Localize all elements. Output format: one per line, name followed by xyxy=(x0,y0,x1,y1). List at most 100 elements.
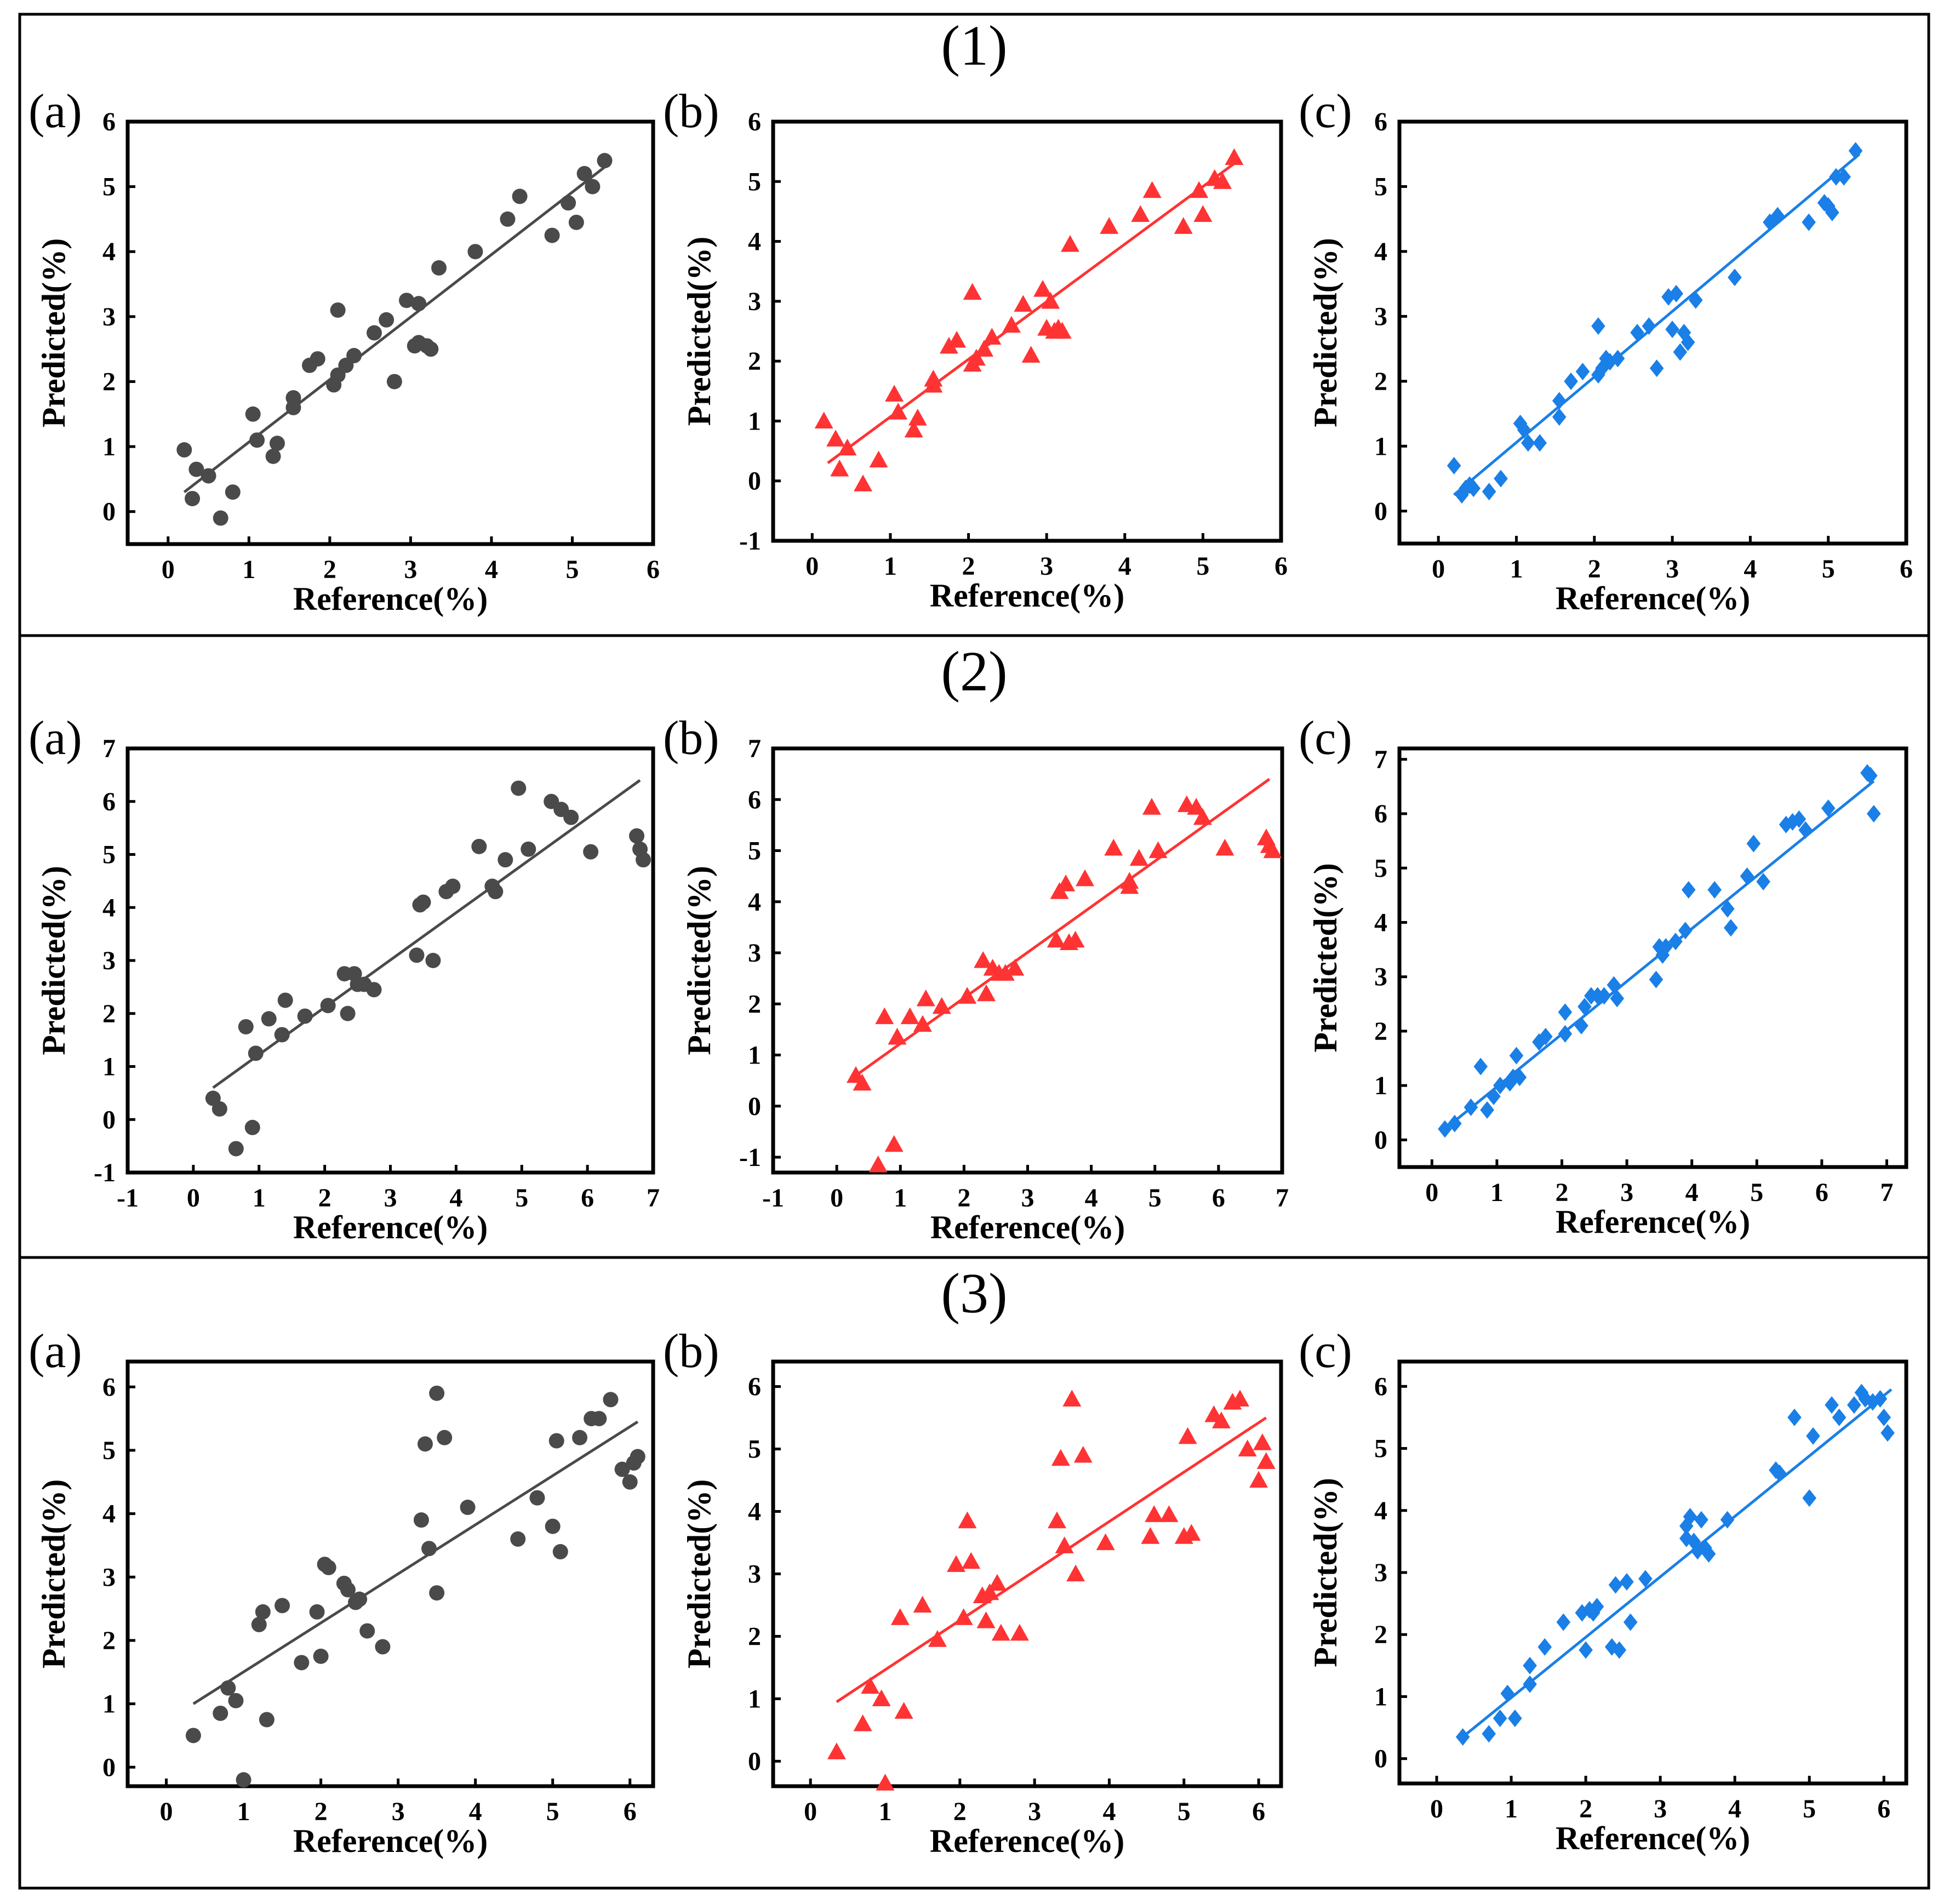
data-point xyxy=(310,351,325,367)
y-tick-label: 6 xyxy=(748,107,761,136)
data-point xyxy=(176,442,192,458)
x-tick-label: 5 xyxy=(1196,552,1209,581)
data-point xyxy=(1500,1684,1515,1702)
x-tick-label: 0 xyxy=(830,1183,843,1213)
data-point xyxy=(1763,213,1777,231)
panel-3-a: (a) 0 1 2 3 4 5 6 0 1 2 3 4 5 6 Reference(%) Predicted(%… xyxy=(28,1325,655,1859)
x-tick-label: 2 xyxy=(962,552,975,581)
data-point xyxy=(1740,867,1754,885)
data-point xyxy=(1066,1564,1085,1582)
data-point xyxy=(1523,1656,1537,1674)
data-point xyxy=(498,852,513,868)
x-axis-label: Reference(%) xyxy=(293,1209,488,1245)
y-tick-label: 5 xyxy=(1374,172,1387,201)
x-axis-label: Reference(%) xyxy=(930,1209,1125,1245)
data-point xyxy=(411,296,427,312)
data-point xyxy=(1174,217,1193,234)
data-point xyxy=(1142,798,1161,815)
data-point xyxy=(1056,874,1076,891)
y-tick-label: 6 xyxy=(1374,799,1387,828)
data-point xyxy=(1493,1709,1507,1728)
panel-letter: (a) xyxy=(28,1325,82,1378)
data-point xyxy=(545,1518,561,1534)
y-tick-label: 4 xyxy=(102,237,116,266)
data-point xyxy=(1668,933,1683,951)
data-point xyxy=(529,1490,545,1506)
data-point xyxy=(1610,350,1625,368)
data-point xyxy=(228,1693,244,1708)
data-point xyxy=(1701,1545,1716,1563)
data-point xyxy=(1493,1077,1507,1095)
data-point xyxy=(285,399,301,415)
data-point xyxy=(1532,1033,1546,1051)
data-point xyxy=(1591,317,1605,335)
x-tick-label: 5 xyxy=(565,555,579,584)
x-tick-label: -1 xyxy=(117,1183,139,1213)
data-point xyxy=(876,1774,895,1791)
x-tick-label: 6 xyxy=(1877,1794,1890,1823)
y-tick-label: 4 xyxy=(748,888,761,917)
y-tick-label: 3 xyxy=(102,302,116,331)
data-point xyxy=(1096,1533,1115,1551)
data-point xyxy=(1806,1427,1820,1445)
plot-frame xyxy=(125,119,655,546)
data-point xyxy=(548,1433,564,1449)
data-point xyxy=(1669,284,1683,302)
data-point xyxy=(1877,1408,1891,1426)
data-point xyxy=(1608,1576,1623,1594)
y-tick-label: 1 xyxy=(748,1684,761,1713)
data-point xyxy=(980,1583,999,1600)
data-point xyxy=(629,828,645,844)
data-point xyxy=(1604,1638,1619,1656)
data-point xyxy=(1073,1445,1093,1463)
y-tick-label: 7 xyxy=(102,734,116,763)
data-point xyxy=(330,302,346,318)
y-tick-label: 4 xyxy=(748,1497,761,1526)
data-point xyxy=(827,1742,846,1759)
data-point xyxy=(297,1008,313,1024)
data-point xyxy=(885,385,904,402)
data-point xyxy=(1677,324,1691,341)
data-point xyxy=(1746,834,1761,853)
data-point xyxy=(238,1019,254,1034)
data-point xyxy=(1238,1439,1257,1457)
y-tick-label: 1 xyxy=(1374,432,1387,461)
data-point xyxy=(445,878,461,894)
data-point xyxy=(1575,363,1590,381)
data-point xyxy=(1517,421,1531,439)
data-point xyxy=(946,1555,965,1573)
panel-1-c: (c) 0 1 2 3 4 5 6 0 1 2 3 4 5 6 Reference(%) Predicted(%… xyxy=(1299,85,1913,616)
x-tick-label: -1 xyxy=(762,1183,784,1213)
y-tick-label: 5 xyxy=(102,1436,116,1465)
data-point xyxy=(429,1385,445,1401)
data-point xyxy=(471,838,487,854)
y-tick-label: -1 xyxy=(739,1143,761,1172)
data-point xyxy=(415,894,431,910)
data-point xyxy=(884,1135,904,1152)
y-axis-label: Predicted(%) xyxy=(1307,863,1344,1052)
data-point xyxy=(1129,849,1148,866)
x-tick-label: 6 xyxy=(647,555,660,584)
data-point xyxy=(1508,1709,1522,1728)
data-point xyxy=(274,1027,290,1043)
y-tick-label: 1 xyxy=(748,407,761,436)
data-point xyxy=(585,179,601,195)
data-point xyxy=(838,438,857,456)
data-point xyxy=(1100,217,1119,234)
data-point xyxy=(245,406,261,422)
data-point xyxy=(1681,333,1695,351)
y-axis-label: Predicted(%) xyxy=(681,237,717,426)
y-tick-label: 6 xyxy=(102,787,116,816)
x-tick-label: 1 xyxy=(1505,1794,1518,1823)
y-tick-label: 3 xyxy=(748,1560,761,1589)
data-point xyxy=(1256,1452,1276,1469)
data-point xyxy=(1649,970,1664,988)
x-tick-label: 4 xyxy=(1685,1178,1699,1207)
x-tick-label: 3 xyxy=(1666,554,1679,584)
data-point xyxy=(1231,1390,1250,1406)
data-point xyxy=(826,430,845,447)
data-point xyxy=(814,411,833,429)
panel-2-c: (c) 0 1 2 3 4 5 6 7 0 1 2 3 4 5 6 7 Reference(%) Predicted… xyxy=(1299,712,1908,1240)
x-tick-label: 0 xyxy=(187,1183,200,1213)
data-point xyxy=(251,1617,267,1633)
